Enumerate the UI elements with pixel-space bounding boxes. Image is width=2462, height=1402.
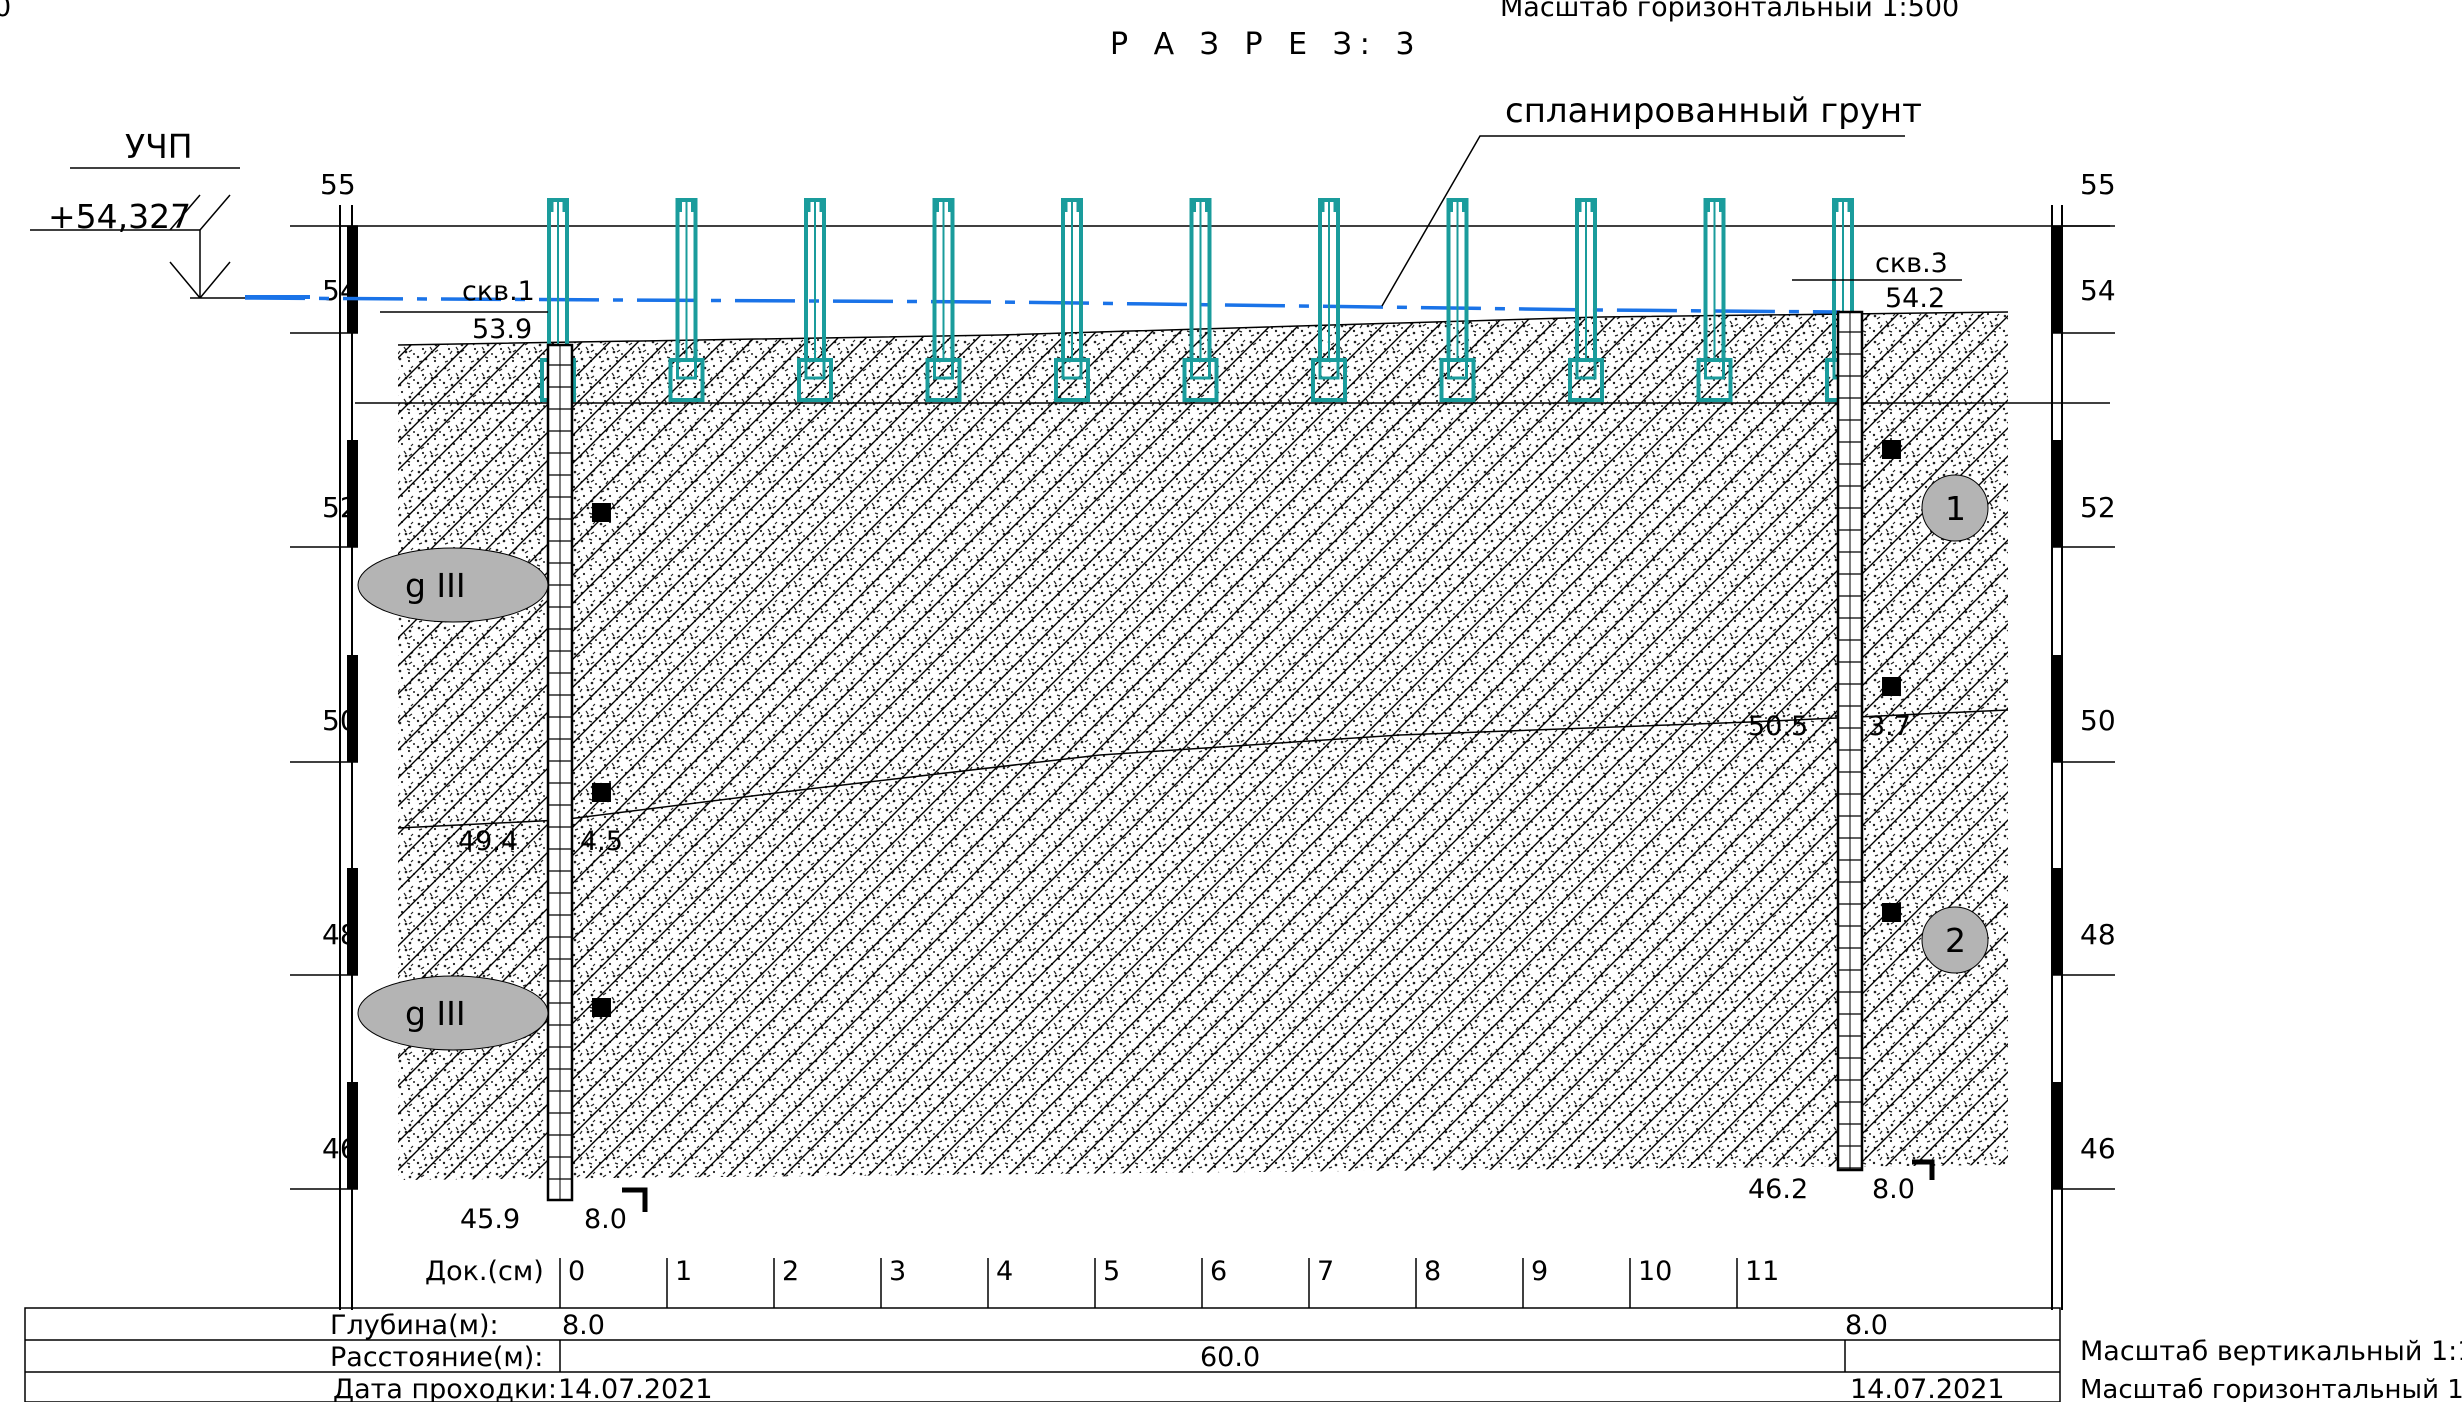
- layer-index-2-text: g III: [405, 994, 466, 1033]
- layer-index-1-text: g III: [405, 566, 466, 605]
- borehole-3: скв.3 54.2 50.5 3.7 46.2 8.0: [1748, 248, 1962, 1205]
- ground-note: спланированный грунт: [1505, 91, 1922, 131]
- pile: [668, 198, 705, 402]
- ground-note-leader: [1381, 135, 1905, 307]
- pile: [797, 198, 833, 402]
- elevation-labels-left: 55 54 52 50 48 46: [320, 168, 358, 1165]
- pile: [925, 198, 962, 402]
- elev-left-54: 54: [322, 274, 358, 307]
- borehole-1-contact-depth: 4.5: [580, 826, 623, 857]
- pile: [1568, 198, 1604, 402]
- sample-marker: [592, 783, 611, 802]
- table-date-right: 14.07.2021: [1850, 1374, 2005, 1402]
- elev-right-52: 52: [2080, 491, 2116, 524]
- borehole-1-contact-elev: 49.4: [458, 826, 518, 857]
- elevation-tick-lines: [290, 225, 2115, 1190]
- drawing-title: Р А З Р Е З: 3: [1110, 27, 1423, 62]
- doc-tick-label: 3: [889, 1256, 906, 1287]
- elevation-marker: [30, 167, 290, 299]
- borehole-3-name: скв.3: [1875, 248, 1948, 279]
- uchp-label: УЧП: [125, 127, 193, 166]
- ground-surface-line: [397, 311, 2009, 346]
- planned-ground-line: [244, 296, 1841, 314]
- doc-tick-label: 11: [1745, 1256, 1779, 1287]
- sample-marker: [1882, 903, 1901, 922]
- elevation-labels-right: 55 54 52 50 48 46: [2080, 168, 2116, 1165]
- horizontal-scale: Масштаб горизонтальный 1:500: [2080, 1375, 2462, 1402]
- layer-tag-2-number: 2: [1945, 921, 1966, 960]
- doc-tick-label: 2: [782, 1256, 799, 1287]
- table-date-label: Дата проходки:: [333, 1374, 557, 1402]
- soil-body: [398, 312, 2008, 1180]
- table-depth-right: 8.0: [1845, 1310, 1888, 1341]
- pile: [1054, 198, 1090, 402]
- borehole-1-bottom-elev: 45.9: [460, 1204, 520, 1235]
- doc-tick-label: 5: [1103, 1256, 1120, 1287]
- table-depth-left: 8.0: [562, 1310, 605, 1341]
- table-depth-label: Глубина(м):: [330, 1310, 499, 1341]
- uchp-value: +54,327: [48, 197, 191, 236]
- elevation-bars: [347, 226, 2062, 1189]
- doc-tick-label: 4: [996, 1256, 1013, 1287]
- doc-scale-label: Док.(см): [425, 1256, 544, 1287]
- doc-tick-label: 8: [1424, 1256, 1441, 1287]
- vertical-scale: Масштаб вертикальный 1:100: [2080, 1336, 2462, 1367]
- elev-right-50: 50: [2080, 704, 2116, 737]
- sample-marker: [1882, 677, 1901, 696]
- elev-left-55: 55: [320, 168, 356, 201]
- pile: [1439, 198, 1476, 402]
- elev-right-54: 54: [2080, 274, 2116, 307]
- pile: [1182, 198, 1219, 402]
- borehole-3-bottom-elev: 46.2: [1748, 1174, 1808, 1205]
- layer-tag-1-number: 1: [1945, 489, 1966, 528]
- doc-tick-label: 7: [1317, 1256, 1334, 1287]
- borehole-1-bottom-depth: 8.0: [584, 1204, 627, 1235]
- table-date-left: 14.07.2021: [558, 1374, 713, 1402]
- borehole-3-bottom-depth: 8.0: [1872, 1174, 1915, 1205]
- elev-left-46: 46: [322, 1132, 358, 1165]
- elev-left-50: 50: [322, 704, 358, 737]
- layer-index-2: g III: [357, 975, 549, 1051]
- layer-tag-1: 1: [1921, 474, 1989, 542]
- borehole-1-name: скв.1: [462, 276, 535, 307]
- doc-scale-ticks: 0 1 2 3 4 5 6 7 8 9 10 11: [559, 1256, 1779, 1308]
- elev-left-52: 52: [322, 491, 358, 524]
- borehole-3-contact-elev: 50.5: [1748, 711, 1808, 742]
- doc-tick-label: 6: [1210, 1256, 1227, 1287]
- elev-right-48: 48: [2080, 918, 2116, 951]
- table-distance-label: Расстояние(м):: [330, 1342, 543, 1373]
- table-distance-center: 60.0: [1200, 1342, 1260, 1373]
- borehole-1: скв.1 53.9 49.4 4.5 45.9 8.0: [380, 276, 648, 1235]
- pile: [1311, 198, 1347, 402]
- elev-left-48: 48: [322, 918, 358, 951]
- sample-marker: [592, 998, 611, 1017]
- pile: [1696, 198, 1733, 402]
- layer-tag-2: 2: [1921, 906, 1989, 974]
- top-horizontal-scale: Масштаб горизонтальный 1:500: [1500, 0, 1959, 23]
- pile-group: [540, 198, 1861, 402]
- borehole-3-top: 54.2: [1885, 283, 1945, 314]
- data-table: [24, 1307, 2061, 1402]
- layer-index-1: g III: [357, 547, 549, 623]
- borehole-1-top: 53.9: [472, 314, 532, 345]
- sample-marker: [592, 503, 611, 522]
- doc-tick-label: 10: [1638, 1256, 1672, 1287]
- doc-tick-label: 1: [675, 1256, 692, 1287]
- doc-tick-label: 9: [1531, 1256, 1548, 1287]
- borehole-3-contact-depth: 3.7: [1868, 711, 1911, 742]
- top-left-fragment: 0: [0, 0, 11, 23]
- sample-marker: [1882, 440, 1901, 459]
- elev-right-55: 55: [2080, 168, 2116, 201]
- elev-right-46: 46: [2080, 1132, 2116, 1165]
- doc-tick-label: 0: [568, 1256, 585, 1287]
